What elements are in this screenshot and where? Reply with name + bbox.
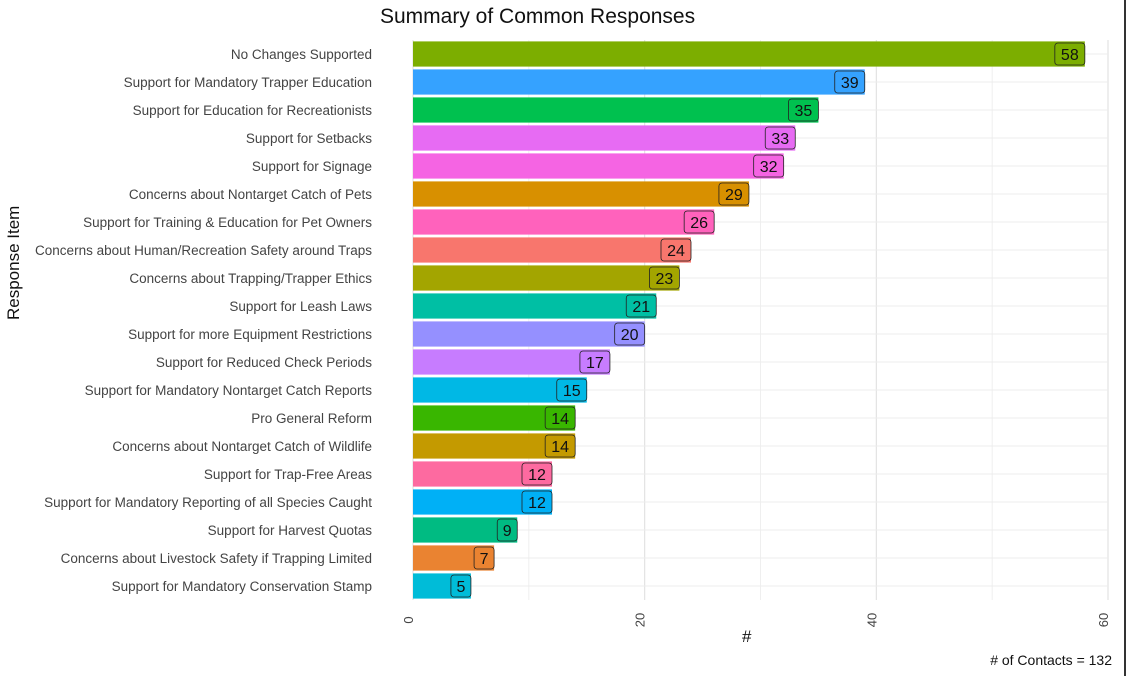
category-label: Concerns about Nontarget Catch of Wildli… [112,439,372,454]
value-label: 14 [551,439,569,456]
value-label-box [683,210,715,234]
category-label: Support for Training & Education for Pet… [83,215,372,230]
category-label: Support for Mandatory Nontarget Catch Re… [85,383,373,398]
value-label: 33 [771,131,789,148]
value-label: 23 [656,271,674,288]
category-label: Concerns about Nontarget Catch of Pets [129,187,372,202]
bar [413,209,715,235]
value-label-box [521,490,553,514]
value-label-box [473,546,495,570]
value-label: 15 [563,383,581,400]
value-label: 39 [841,75,859,92]
category-label: Support for Signage [252,159,372,174]
value-label: 35 [795,103,813,120]
category-label: Support for Setbacks [246,131,372,146]
category-label: Support for Leash Laws [229,299,372,314]
value-label-box [660,238,692,262]
value-label-box [764,126,796,150]
value-label: 5 [456,579,465,596]
value-label-box [450,574,472,598]
bar [413,125,796,151]
value-label: 29 [725,187,743,204]
value-label: 32 [760,159,778,176]
contacts-caption: # of Contacts = 132 [990,652,1112,668]
value-label-box [753,154,785,178]
value-label: 14 [551,411,569,428]
value-label: 58 [1061,47,1079,64]
bar [413,69,865,95]
category-label: No Changes Supported [231,47,372,62]
value-label-box [625,294,657,318]
value-label: 26 [690,215,708,232]
category-label: Concerns about Human/Recreation Safety a… [35,243,372,258]
bar [413,293,657,319]
value-label: 7 [480,551,489,568]
category-label: Pro General Reform [251,411,372,426]
bar [413,237,691,263]
value-label: 9 [503,523,512,540]
category-label: Support for Harvest Quotas [208,523,373,538]
category-label: Support for Education for Recreationists [133,103,373,118]
x-axis-label: # [742,627,752,646]
bar [413,97,819,123]
value-label: 20 [621,327,639,344]
value-label: 24 [667,243,685,260]
value-label-box [496,518,518,542]
value-label-box [544,434,576,458]
bar [413,153,784,179]
value-label-box [521,462,553,486]
bar [413,349,610,375]
bar [413,265,680,291]
value-label-box [544,406,576,430]
bar [413,321,645,347]
category-label: Support for Trap-Free Areas [204,467,372,482]
category-label: Support for Reduced Check Periods [156,355,372,370]
x-tick-label: 60 [1096,613,1111,627]
bar [413,41,1085,67]
x-tick-label: 0 [401,616,416,623]
value-label-box [834,70,866,94]
value-label-box [556,378,588,402]
category-label: Support for Mandatory Conservation Stamp [112,579,372,594]
category-label: Support for Mandatory Trapper Education [124,75,372,90]
y-axis-label: Response Item [4,205,23,320]
value-label: 17 [586,355,604,372]
value-label-box [649,266,680,290]
chart-title: Summary of Common Responses [380,5,696,28]
bar [413,181,749,207]
x-tick-label: 20 [633,613,648,627]
value-label: 12 [528,467,546,484]
category-label: Support for Mandatory Reporting of all S… [44,495,372,510]
x-tick-label: 40 [864,613,879,627]
value-label-box [579,350,611,374]
value-label: 21 [632,299,650,316]
value-label-box [614,322,646,346]
value-label-box [788,98,819,122]
value-label-box [718,182,750,206]
category-label: Concerns about Trapping/Trapper Ethics [129,271,372,286]
value-label: 12 [528,495,546,512]
category-label: Concerns about Livestock Safety if Trapp… [61,551,372,566]
value-label-box [1054,42,1086,66]
category-label: Support for more Equipment Restrictions [128,327,372,342]
